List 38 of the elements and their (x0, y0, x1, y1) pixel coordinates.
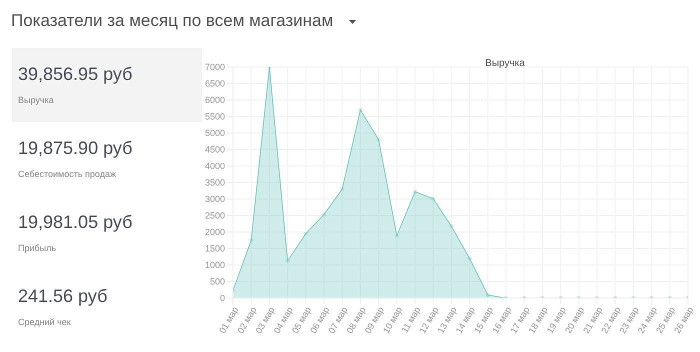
point (486, 293, 490, 298)
point (358, 108, 362, 112)
point (413, 190, 417, 194)
text: 19,981.05 руб (18, 212, 132, 233)
y-tick-label: 5500 (204, 112, 225, 122)
point (376, 138, 381, 142)
y-tick-label: 1000 (204, 260, 225, 270)
y-tick-label: 2500 (204, 210, 225, 221)
point (340, 187, 344, 192)
text: Прибыль (18, 243, 56, 253)
point (249, 238, 254, 242)
point (304, 232, 308, 236)
text: Средний чек (18, 317, 71, 327)
text: Выручка (18, 95, 54, 105)
y-tick-label: 6000 (204, 95, 225, 106)
point (449, 224, 454, 228)
y-tick-label: 3500 (204, 178, 225, 188)
point (286, 259, 290, 264)
text: 241.56 руб (18, 286, 108, 307)
y-tick-label: 1500 (204, 244, 225, 254)
y-tick-label: 0 (220, 293, 225, 304)
y-tick-label: 7000 (204, 62, 225, 72)
y-tick-label: 4000 (204, 161, 225, 172)
y-tick-label: 6500 (204, 78, 225, 89)
y-tick-label: 3000 (204, 194, 225, 204)
point (394, 234, 399, 238)
point (431, 196, 436, 201)
y-tick-label: 4500 (204, 144, 225, 155)
y-tick-label: 500 (210, 276, 225, 287)
text: Себестоимость продаж (18, 169, 116, 179)
point (322, 212, 326, 217)
y-tick-label: 5000 (204, 128, 225, 138)
y-tick-label: 2000 (204, 227, 225, 238)
point (468, 256, 472, 260)
chart-title: Показатели за месяц по всем магазинам (11, 11, 334, 31)
text: 39,856.95 руб (18, 64, 132, 85)
text: Выручка (485, 58, 525, 69)
text: 19,875.90 руб (18, 138, 132, 159)
